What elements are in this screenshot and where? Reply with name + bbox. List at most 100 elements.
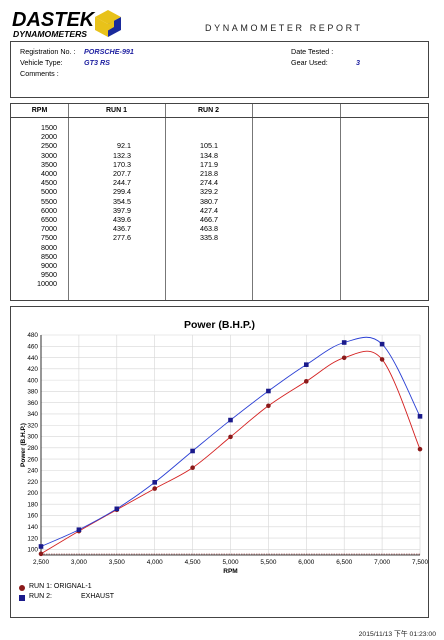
y-tick-label: 420	[27, 366, 38, 373]
data-point-run2	[76, 527, 82, 533]
header-divider	[11, 117, 428, 118]
data-point-run1	[228, 434, 233, 440]
x-tick-label: 4,000	[147, 559, 163, 566]
y-tick-label: 220	[27, 479, 38, 486]
data-point-run2	[190, 448, 195, 454]
table-cell-run1: 436.7	[113, 224, 131, 234]
y-tick-label: 140	[27, 524, 38, 531]
y-tick-label: 360	[27, 400, 38, 407]
table-cell-run1: 397.9	[113, 205, 131, 215]
data-point-run1	[190, 465, 195, 471]
y-axis-label: Power (B.H.P.)	[20, 423, 27, 467]
table-cell-rpm: 7000	[41, 224, 57, 234]
column-header-run2: RUN 2	[197, 107, 219, 114]
table-cell-run2: 274.4	[200, 178, 218, 188]
x-axis-label: RPM	[223, 568, 237, 575]
table-cell-rpm: 5000	[41, 187, 57, 197]
table-cell-rpm: 5500	[41, 196, 57, 206]
data-point-run2	[341, 340, 347, 345]
power-table: RPM RUN 1 RUN 2 1500 2000 2500 92.1 105.1 300…	[10, 103, 429, 301]
table-cell-rpm: 3500	[41, 159, 57, 169]
table-cell-run2: 105.1	[200, 141, 218, 151]
table-cell-rpm: 8000	[41, 242, 57, 252]
table-cell-run2: 335.8	[200, 233, 218, 243]
y-tick-label: 480	[27, 332, 38, 339]
date-tested-label: Date Tested :	[291, 47, 334, 56]
data-point-run2	[417, 414, 423, 419]
table-cell-run2: 466.7	[200, 215, 218, 224]
y-tick-label: 260	[27, 456, 38, 463]
table-cell-rpm: 6000	[41, 205, 57, 215]
y-tick-label: 120	[27, 535, 38, 542]
table-cell-run2: 463.8	[200, 224, 218, 234]
table-cell-rpm: 4500	[41, 178, 57, 188]
table-cell-run1: 299.4	[113, 187, 131, 197]
data-point-run1	[266, 403, 271, 409]
table-cell-run1: 170.3	[113, 159, 131, 169]
gear-used-value: 3	[356, 58, 360, 67]
logo-line1: DASTEK	[12, 9, 96, 31]
data-point-run2	[114, 506, 120, 512]
data-point-run2	[379, 341, 385, 347]
data-point-run1	[38, 551, 44, 557]
table-cell-run1: 207.7	[113, 169, 131, 178]
x-tick-label: 5,500	[260, 559, 276, 566]
table-cell-rpm: 7500	[41, 233, 57, 243]
x-tick-label: 5,000	[223, 559, 239, 566]
circle-marker-icon	[19, 585, 25, 591]
data-point-run1	[417, 446, 423, 452]
data-point-run1	[304, 379, 309, 384]
dastek-logo: DASTEK DYNAMOMETERS	[10, 8, 126, 46]
table-cell-rpm: 9500	[41, 270, 57, 280]
table-cell-run1: 277.6	[113, 233, 131, 243]
y-tick-label: 160	[27, 513, 38, 520]
y-tick-label: 320	[27, 422, 38, 429]
table-cell-rpm: 9000	[41, 261, 57, 270]
data-point-run1	[152, 486, 157, 491]
square-marker-icon	[19, 595, 25, 601]
table-cell-rpm: 1500	[41, 123, 57, 132]
column-header-rpm: RPM	[31, 107, 48, 114]
legend-run1-label: RUN 1: ORIGNAL-1	[29, 583, 92, 590]
column-divider	[68, 104, 69, 300]
registration-label: Registration No. :	[20, 47, 76, 56]
y-tick-label: 180	[27, 501, 38, 508]
y-tick-label: 280	[27, 445, 38, 452]
x-tick-label: 7,500	[412, 559, 428, 566]
legend-run2-desc: EXHAUST	[81, 593, 115, 600]
power-chart: Power (B.H.P.) 100 120 140 160 180 200 220 240 2…	[10, 306, 429, 618]
table-cell-run2: 218.8	[200, 169, 218, 178]
table-cell-run2: 171.9	[200, 159, 218, 169]
vehicle-type-label: Vehicle Type:	[20, 58, 63, 67]
data-point-run2	[228, 417, 233, 423]
table-cell-run1: 354.5	[113, 196, 131, 206]
x-tick-label: 6,000	[298, 559, 314, 566]
gear-used-label: Gear Used:	[291, 58, 328, 67]
report-title: DYNAMOMETER REPORT	[205, 23, 363, 33]
data-point-run2	[304, 362, 309, 367]
x-tick-label: 2,500	[33, 559, 49, 566]
vehicle-info-box: Registration No. : PORSCHE-991 Vehicle T…	[10, 41, 429, 98]
logo-emblem-icon	[95, 10, 121, 37]
registration-value: PORSCHE-991	[84, 47, 134, 56]
table-cell-rpm: 4000	[41, 169, 57, 178]
data-point-run2	[38, 544, 44, 549]
x-tick-label: 3,500	[109, 559, 125, 566]
column-divider	[165, 104, 166, 300]
power-chart-plot: 100 120 140 160 180 200 220 240 260 280 300 320 340 3…	[20, 332, 428, 575]
column-divider	[252, 104, 253, 300]
x-tick-label: 7,000	[374, 559, 390, 566]
table-cell-rpm: 3000	[41, 150, 57, 160]
data-point-run1	[379, 357, 385, 362]
column-header-run1: RUN 1	[105, 107, 127, 114]
y-tick-label: 340	[27, 411, 38, 418]
table-cell-rpm: 6500	[41, 215, 57, 224]
table-cell-rpm: 8500	[41, 251, 57, 261]
logo-line2: DYNAMOMETERS	[13, 29, 87, 39]
x-tick-label: 3,000	[71, 559, 87, 566]
table-cell-run2: 427.4	[200, 205, 218, 215]
print-timestamp: 2015/11/13 下午 01:23:00	[358, 631, 436, 638]
table-cell-run1: 244.7	[113, 178, 131, 188]
x-tick-label: 6,500	[336, 559, 352, 566]
table-cell-run1: 439.6	[113, 215, 131, 224]
